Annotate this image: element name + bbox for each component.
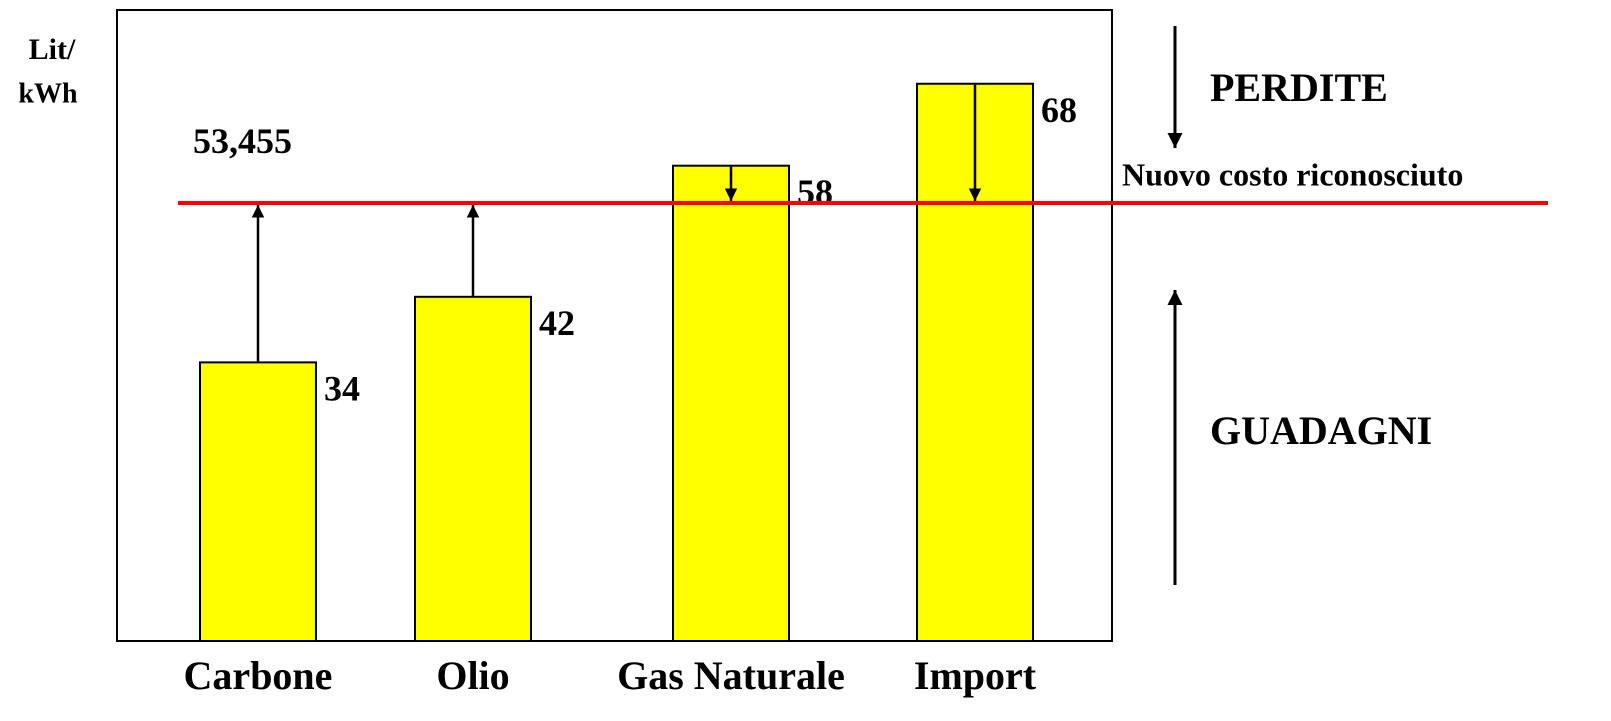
bar <box>199 361 317 642</box>
x-tick-label: Gas Naturale <box>617 653 845 698</box>
value-label: 58 <box>797 172 833 212</box>
bar <box>672 164 790 642</box>
y-axis-label: kWh <box>18 78 78 109</box>
value-label: 68 <box>1041 90 1077 130</box>
x-tick-label: Olio <box>436 653 509 698</box>
x-tick-label: Carbone <box>184 653 333 698</box>
value-label: 34 <box>324 369 360 409</box>
x-tick-label: Import <box>914 653 1037 698</box>
reference-line-label: Nuovo costo riconosciuto <box>1122 156 1463 192</box>
annotation: GUADAGNI <box>1210 408 1432 453</box>
value-label: 42 <box>539 303 575 343</box>
y-axis-label: Lit/ <box>29 33 76 66</box>
plot-frame <box>116 9 1113 642</box>
annotation: PERDITE <box>1210 65 1388 110</box>
reference-value-label: 53,455 <box>193 121 292 161</box>
bar <box>414 295 532 642</box>
